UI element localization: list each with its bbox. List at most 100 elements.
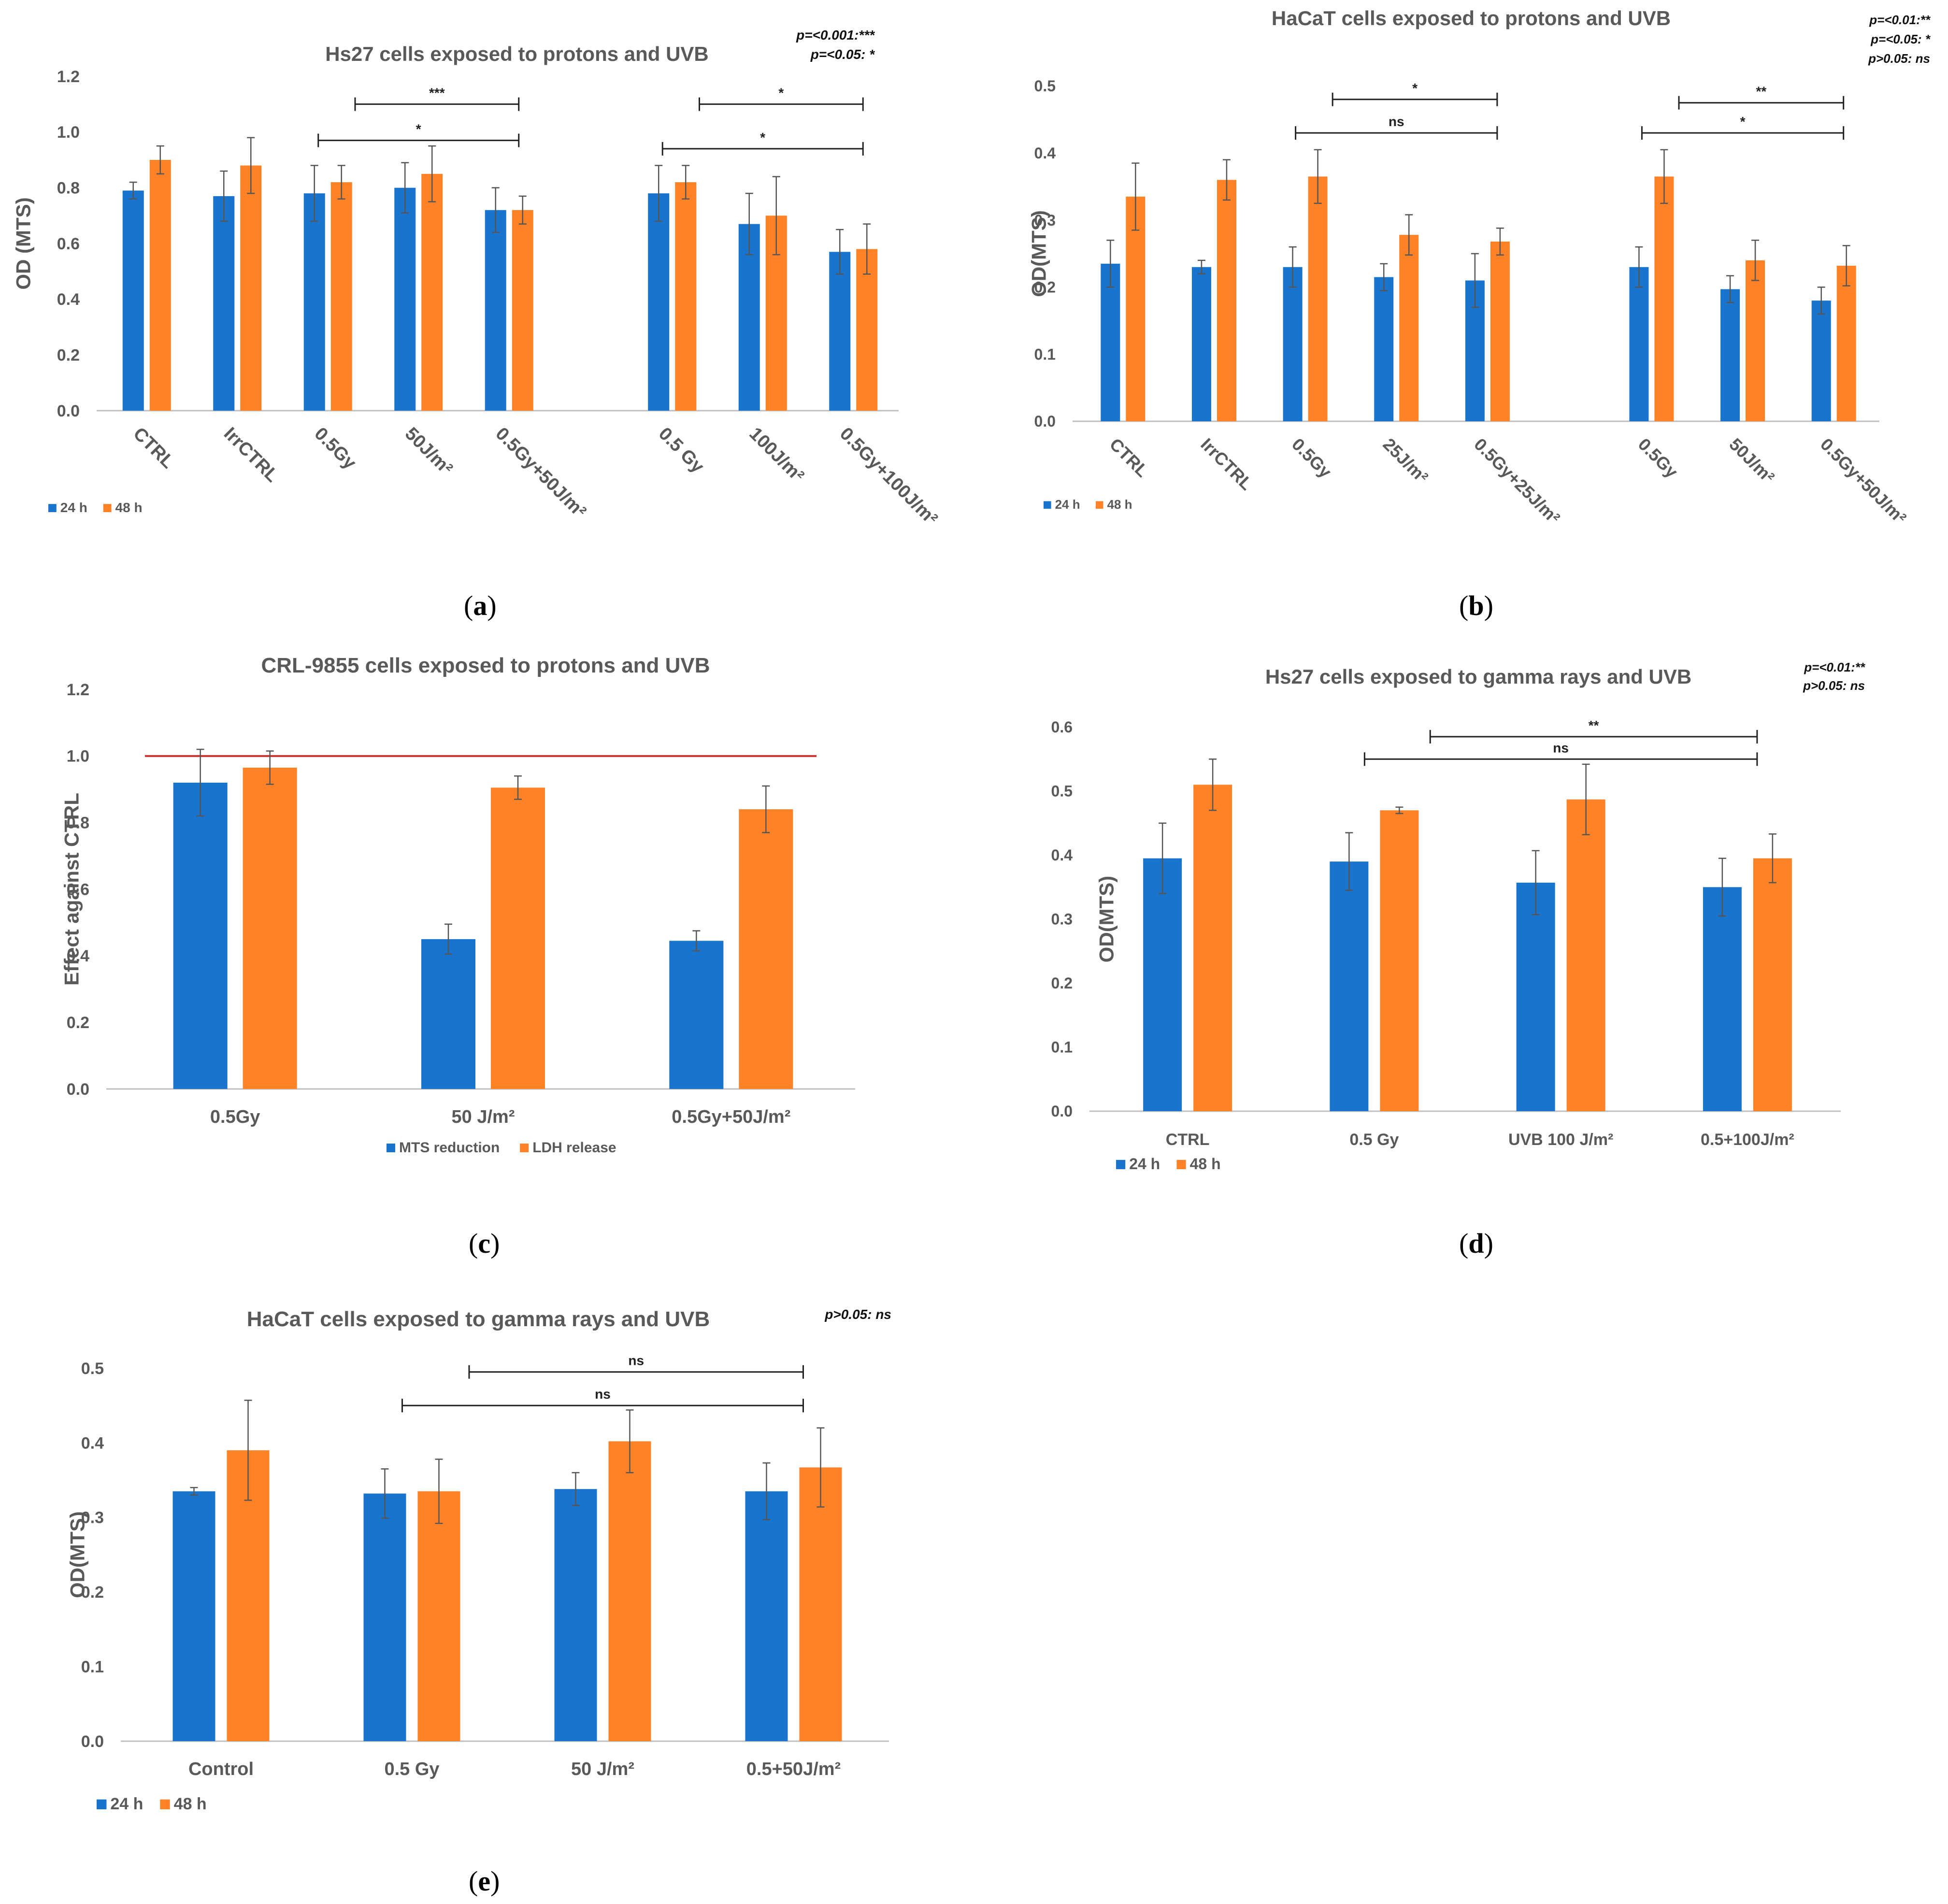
bar-s2	[243, 767, 297, 1089]
y-tick-label: 0.0	[57, 402, 80, 420]
bar-s1	[669, 941, 724, 1089]
pvalue-note: p=<0.05: *	[1870, 32, 1931, 46]
y-tick-label: 0.2	[67, 1014, 89, 1032]
y-tick-label: 1.0	[57, 123, 80, 142]
x-tick-label: 0.5 Gy	[384, 1759, 439, 1779]
y-tick-label: 0.4	[81, 1434, 104, 1452]
bar-s1	[173, 782, 228, 1089]
legend-swatch	[1176, 1160, 1186, 1169]
bar-s2	[1836, 265, 1856, 421]
x-tick-label: Control	[188, 1759, 254, 1779]
caption-label: a	[473, 590, 487, 621]
bar-s1	[1283, 267, 1303, 421]
x-tick-label: 0.5Gy	[1634, 434, 1682, 482]
chart-title: Hs27 cells exposed to gamma rays and UVB	[1265, 665, 1691, 688]
bar-s1	[394, 187, 416, 411]
bar-s1	[1330, 861, 1369, 1111]
significance-label: ns	[1389, 114, 1404, 129]
y-tick-label: 0.4	[1051, 846, 1073, 864]
y-axis-label: Effect against CTRL	[60, 793, 83, 986]
y-axis-label: OD(MTS)	[66, 1511, 89, 1598]
y-tick-label: 0.2	[57, 346, 80, 365]
bar-s1	[172, 1491, 215, 1741]
legend-swatch	[160, 1799, 170, 1809]
x-tick-label: 0.5Gy	[310, 424, 360, 473]
x-tick-label: 0.5Gy	[1288, 434, 1335, 482]
x-tick-label: 0.5+100J/m²	[1701, 1131, 1794, 1149]
x-tick-label: 0.5Gy+100J/m²	[836, 424, 942, 530]
legend-swatch	[103, 504, 112, 512]
legend-swatch	[1095, 501, 1103, 509]
y-tick-label: 0.2	[1051, 974, 1073, 992]
pvalue-note: p>0.05: ns	[1803, 678, 1865, 693]
significance-label: ns	[595, 1387, 611, 1402]
significance-label: **	[1756, 84, 1766, 99]
bar-s2	[1753, 858, 1792, 1111]
x-tick-label: IrrCTRL	[1197, 434, 1257, 494]
y-tick-label: 1.0	[67, 747, 89, 766]
bar-s2	[417, 1491, 460, 1741]
x-tick-label: 50 J/m²	[571, 1759, 634, 1779]
legend-label: 24 h	[1129, 1155, 1160, 1173]
y-tick-label: 0.8	[67, 814, 89, 832]
pvalue-note: p=<0.01:**	[1804, 660, 1866, 674]
bar-s1	[1191, 267, 1211, 421]
y-tick-label: 0.6	[67, 880, 89, 899]
caption-label: c	[478, 1228, 491, 1259]
x-tick-label: 100J/m²	[745, 424, 808, 487]
y-tick-label: 0.5	[81, 1360, 104, 1378]
chart-title: HaCaT cells exposed to protons and UVB	[1272, 7, 1671, 29]
pvalue-note: p>0.05: ns	[824, 1307, 891, 1322]
bar-s2	[1399, 235, 1419, 421]
bar-s2	[1566, 799, 1605, 1111]
legend-label: 48 h	[115, 500, 143, 515]
bar-s2	[1126, 197, 1146, 421]
x-tick-label: 0.5Gy+50J/m²	[1817, 434, 1910, 528]
y-tick-label: 0.3	[1051, 911, 1073, 928]
y-tick-label: 0.4	[67, 947, 89, 965]
legend-label: 24 h	[1055, 497, 1080, 512]
legend-label: MTS reduction	[399, 1140, 500, 1156]
x-tick-label: 50J/m²	[1725, 434, 1778, 487]
bar-s1	[1720, 289, 1740, 421]
caption-d: (d)	[1459, 1228, 1493, 1259]
bar-s1	[303, 193, 325, 411]
bar-s2	[1746, 260, 1765, 421]
chart-e: HaCaT cells exposed to gamma rays and UV…	[66, 1307, 891, 1813]
bar-s2	[491, 787, 545, 1089]
x-tick-label: IrrCTRL	[220, 424, 283, 487]
legend-label: 48 h	[1190, 1155, 1221, 1173]
legend-label: 48 h	[174, 1795, 207, 1813]
bar-s1	[485, 210, 506, 411]
y-tick-label: 0.0	[1051, 1102, 1073, 1120]
pvalue-note: p>0.05: ns	[1868, 51, 1930, 66]
x-tick-label: CTRL	[1106, 434, 1153, 481]
y-tick-label: 0.4	[1034, 144, 1056, 162]
caption-a: (a)	[464, 590, 497, 621]
bar-s1	[1374, 277, 1394, 421]
y-tick-label: 0.1	[81, 1658, 104, 1676]
significance-label: *	[778, 86, 784, 100]
caption-label: e	[478, 1865, 491, 1897]
bar-s1	[1516, 882, 1555, 1111]
y-tick-label: 0.3	[81, 1509, 104, 1527]
x-tick-label: 50 J/m²	[452, 1107, 515, 1127]
pvalue-note: p=<0.01:**	[1869, 13, 1931, 27]
significance-label: *	[416, 122, 421, 137]
bar-s2	[675, 182, 697, 411]
y-tick-label: 0.1	[1034, 345, 1056, 363]
pvalue-note: p=<0.001:***	[796, 28, 875, 43]
bar-s1	[421, 939, 475, 1089]
y-tick-label: 1.2	[67, 681, 89, 699]
legend-label: 24 h	[60, 500, 87, 515]
y-tick-label: 0.6	[1051, 718, 1073, 736]
bar-s2	[240, 165, 262, 411]
bar-s2	[608, 1441, 651, 1741]
x-tick-label: CTRL	[129, 424, 178, 472]
y-tick-label: 0.2	[1034, 279, 1056, 296]
bar-s2	[1193, 785, 1232, 1111]
chart-title: HaCaT cells exposed to gamma rays and UV…	[247, 1307, 710, 1331]
y-tick-label: 0.8	[57, 179, 80, 198]
significance-label: ns	[1553, 740, 1569, 755]
bar-s1	[648, 193, 670, 411]
